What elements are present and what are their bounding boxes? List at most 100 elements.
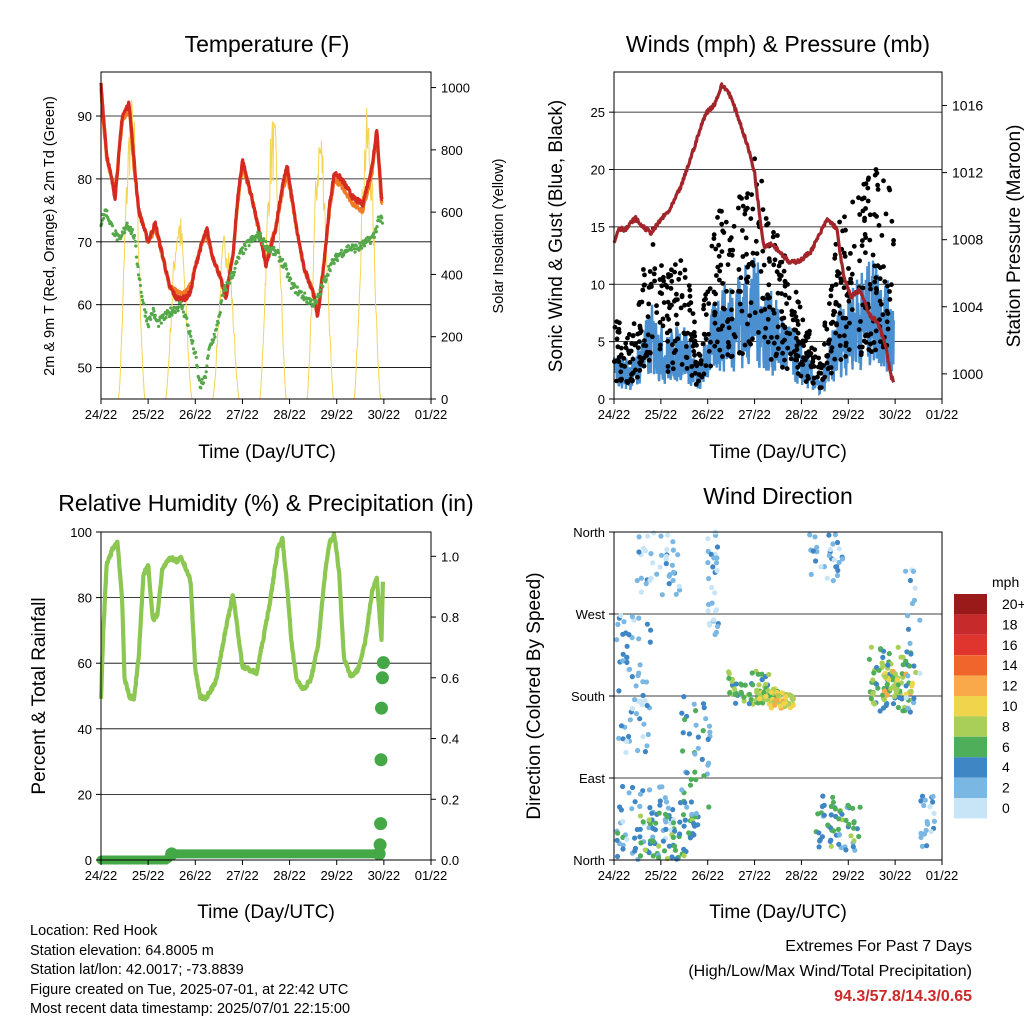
- gust-point: [673, 312, 679, 318]
- dewpoint-point: [114, 229, 118, 233]
- gust-point: [725, 262, 731, 267]
- winds-left-ticks: 0 5 10 15 20 25: [591, 105, 614, 407]
- gust-point: [651, 271, 657, 277]
- gust-point: [692, 352, 697, 358]
- gust-point: [841, 285, 847, 291]
- y-tick-label: 50: [78, 361, 92, 376]
- gust-point: [693, 361, 699, 367]
- direction-point: [637, 803, 643, 810]
- direction-point: [629, 614, 635, 620]
- gust-point: [665, 338, 671, 344]
- direction-point: [673, 591, 679, 597]
- dewpoint-point: [222, 289, 226, 293]
- gust-point: [816, 355, 821, 361]
- gust-point: [863, 181, 869, 187]
- direction-point: [917, 670, 923, 677]
- colorbar-swatch: [954, 655, 987, 676]
- direction-point: [700, 728, 706, 734]
- gust-point: [746, 262, 752, 267]
- winds-plot-frame: [613, 71, 943, 400]
- gust-point: [744, 195, 750, 201]
- gust-point: [716, 327, 721, 332]
- gust-point: [623, 340, 629, 346]
- gust-point: [810, 359, 816, 364]
- direction-point: [637, 662, 643, 668]
- dewpoint-point: [170, 313, 174, 317]
- dewpoint-point: [235, 260, 239, 264]
- gust-point: [630, 356, 636, 362]
- dewpoint-point: [321, 285, 325, 289]
- direction-point: [748, 696, 754, 703]
- gust-point: [728, 235, 734, 241]
- gust-point: [622, 364, 627, 369]
- temperature-title: Temperature (F): [185, 31, 350, 57]
- direction-point: [629, 706, 636, 712]
- gust-point: [832, 356, 838, 362]
- gust-point: [721, 230, 727, 235]
- gust-point: [669, 278, 675, 284]
- dewpoint-point: [140, 298, 145, 302]
- colorbar-swatch: [954, 614, 987, 635]
- direction-point: [658, 533, 664, 539]
- direction-point: [670, 834, 676, 841]
- direction-point: [851, 820, 857, 826]
- direction-point: [763, 681, 769, 687]
- direction-point: [931, 810, 937, 817]
- gust-point: [696, 351, 702, 357]
- x-tick-label: 24/22: [85, 868, 118, 883]
- direction-point: [684, 770, 690, 776]
- direction-point: [896, 695, 903, 701]
- direction-point: [624, 643, 630, 649]
- gust-point: [793, 352, 799, 358]
- gust-point: [875, 182, 880, 188]
- gust-point: [834, 321, 839, 326]
- direction-point: [713, 608, 719, 614]
- direction-point: [651, 530, 657, 536]
- direction-point: [839, 811, 845, 817]
- direction-point: [634, 577, 640, 584]
- dewpoint-point: [374, 230, 378, 234]
- direction-point: [911, 700, 917, 706]
- dewpoint-point: [237, 256, 241, 260]
- direction-point: [669, 854, 675, 860]
- dewpoint-point: [359, 244, 363, 248]
- dewpoint-point: [133, 239, 137, 243]
- direction-point: [626, 733, 632, 740]
- gust-point: [807, 328, 812, 334]
- direction-point: [828, 812, 834, 818]
- direction-point: [620, 651, 626, 657]
- direction-point: [637, 716, 643, 722]
- direction-point: [918, 830, 924, 836]
- humidity-xlabel: Time (Day/UTC): [197, 902, 335, 923]
- direction-point: [814, 544, 820, 550]
- y-tick-label: 20: [591, 163, 605, 178]
- direction-point: [726, 675, 732, 681]
- direction-point: [650, 834, 656, 840]
- gust-point: [677, 270, 683, 276]
- direction-point: [695, 745, 701, 751]
- gust-point: [778, 273, 784, 279]
- direction-point: [835, 567, 841, 574]
- direction-point: [629, 674, 635, 680]
- y-tick-label: 0: [85, 853, 92, 868]
- dewpoint-point: [134, 255, 139, 259]
- direction-point: [880, 692, 886, 698]
- gust-point: [740, 254, 746, 259]
- dewpoint-point: [191, 347, 196, 351]
- gust-point: [682, 302, 688, 308]
- gust-point: [801, 343, 806, 349]
- direction-point: [695, 822, 701, 828]
- x-tick-label: 29/22: [320, 407, 353, 422]
- gust-point: [774, 351, 779, 357]
- humidity-plot-frame: [100, 531, 432, 861]
- direction-point: [790, 697, 796, 703]
- dewpoint-point: [333, 257, 337, 261]
- dewpoint-point: [335, 255, 339, 260]
- gust-point: [837, 343, 843, 348]
- direction-title: Wind Direction: [703, 483, 853, 509]
- winds-title: Winds (mph) & Pressure (mb): [626, 31, 930, 57]
- direction-point: [646, 825, 652, 831]
- gust-point: [887, 297, 893, 302]
- direction-point: [670, 577, 676, 584]
- direction-point: [889, 677, 895, 683]
